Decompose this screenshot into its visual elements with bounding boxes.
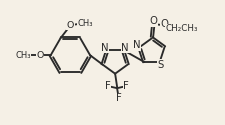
Text: N: N: [133, 40, 141, 50]
Text: N: N: [122, 42, 129, 52]
Text: F: F: [116, 93, 121, 103]
Text: O: O: [149, 16, 157, 26]
Text: S: S: [157, 60, 164, 70]
Text: F: F: [105, 81, 111, 91]
Text: CH₃: CH₃: [77, 18, 93, 28]
Text: O: O: [161, 19, 169, 29]
Text: CH₂CH₃: CH₂CH₃: [165, 24, 198, 34]
Text: N: N: [101, 42, 109, 52]
Text: O: O: [36, 51, 43, 60]
Text: F: F: [124, 81, 129, 91]
Text: O: O: [67, 20, 74, 30]
Text: CH₃: CH₃: [15, 51, 31, 60]
